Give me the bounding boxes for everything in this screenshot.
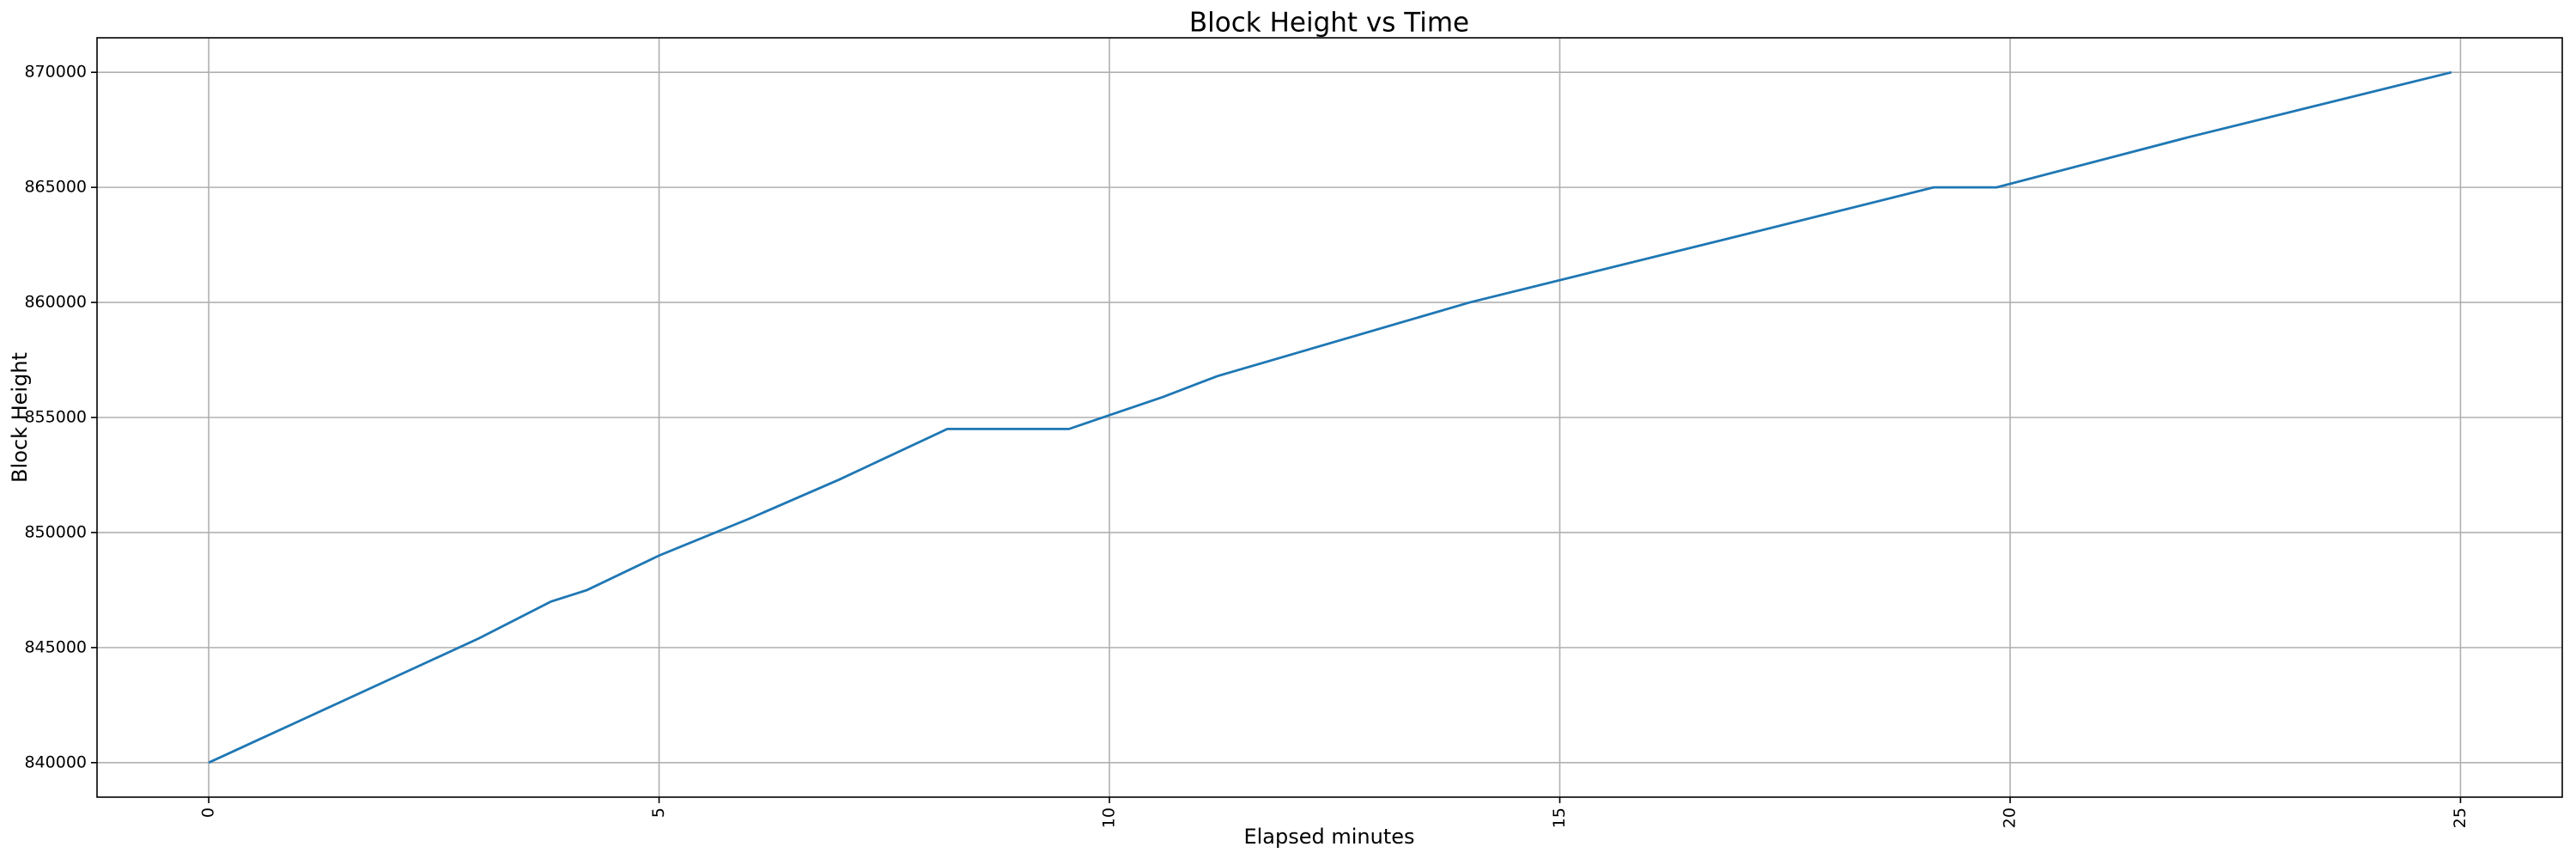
y-tick-label: 850000 [24, 522, 87, 541]
y-tick-label: 840000 [24, 752, 87, 771]
y-tick-label: 865000 [24, 178, 87, 197]
chart-title: Block Height vs Time [1189, 8, 1469, 39]
x-axis-label: Elapsed minutes [1243, 825, 1414, 849]
data-line [208, 70, 2452, 765]
x-tick-label: 5 [649, 807, 668, 818]
y-tick-label: 845000 [24, 637, 87, 656]
x-tick-label: 10 [1100, 807, 1119, 828]
y-tick-label: 860000 [24, 293, 87, 312]
y-axis-label: Block Height [8, 352, 32, 483]
x-tick-label: 15 [1550, 807, 1569, 828]
plot-frame [96, 37, 2563, 798]
x-tick-label: 0 [199, 807, 218, 818]
x-tick-label: 20 [2000, 807, 2019, 828]
y-tick-label: 870000 [24, 63, 87, 82]
x-tick-label: 25 [2451, 807, 2470, 828]
y-tick-label: 855000 [24, 408, 87, 427]
